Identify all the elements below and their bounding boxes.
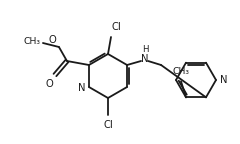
Text: H: H: [142, 45, 148, 54]
Text: N: N: [141, 54, 149, 64]
Text: Cl: Cl: [103, 120, 113, 130]
Text: CH₃: CH₃: [24, 37, 41, 47]
Text: CH₃: CH₃: [173, 67, 190, 76]
Text: O: O: [45, 79, 53, 89]
Text: Cl: Cl: [112, 22, 122, 32]
Text: O: O: [48, 35, 56, 45]
Text: N: N: [220, 75, 228, 85]
Text: N: N: [78, 83, 86, 93]
